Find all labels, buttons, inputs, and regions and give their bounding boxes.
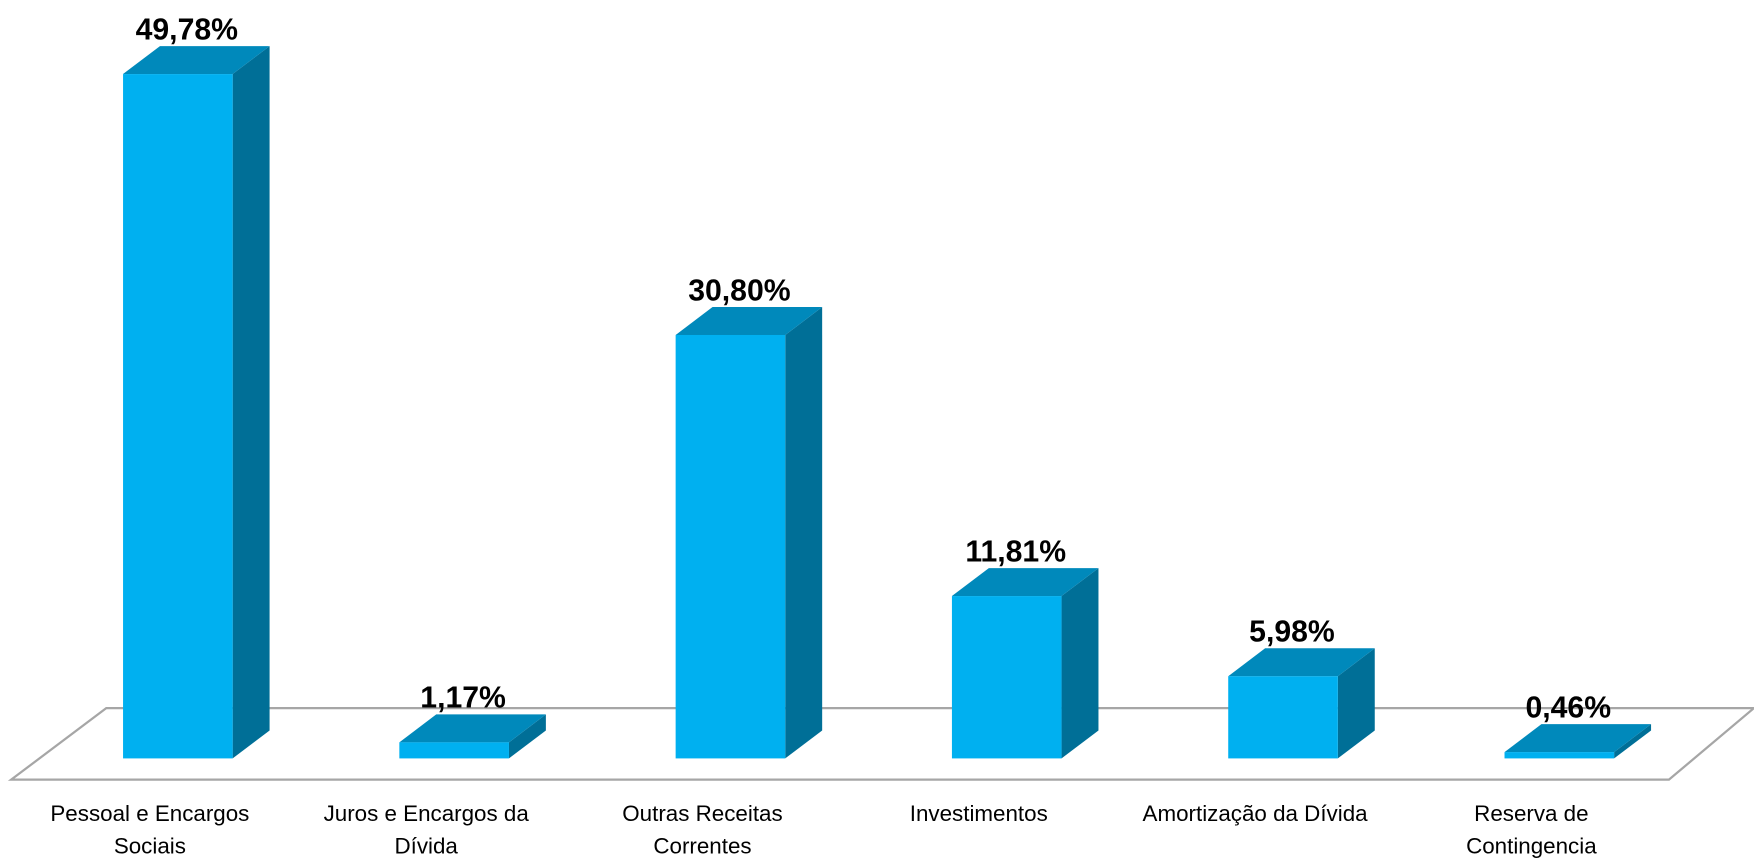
x-tick-label: Amortização da Dívida <box>1142 802 1368 827</box>
bar <box>1504 752 1615 759</box>
bar <box>951 596 1062 759</box>
bar-top <box>951 568 1099 597</box>
value-label: 0,46% <box>1525 691 1611 724</box>
bar-side <box>1614 724 1652 759</box>
bar-top <box>1228 648 1375 677</box>
floor <box>7 706 1754 781</box>
x-tick-label: Outras Receitas Correntes <box>622 802 783 859</box>
bar-side <box>1337 648 1375 759</box>
x-tick-label: Juros e Encargos da Dívida <box>323 802 529 859</box>
bar-side <box>785 307 823 759</box>
bar-side <box>508 714 546 759</box>
value-label: 5,98% <box>1249 616 1335 649</box>
bar-side <box>232 46 270 759</box>
bar <box>399 742 509 759</box>
x-tick-label: Pessoal e Encargos Sociais <box>50 802 250 859</box>
value-label: 1,17% <box>420 682 506 715</box>
value-label: 49,78% <box>136 13 239 46</box>
bar-top <box>675 307 823 335</box>
bar <box>123 74 233 759</box>
bar-top <box>123 46 270 75</box>
bar <box>1228 676 1338 759</box>
value-label: 30,80% <box>688 274 791 307</box>
x-tick-label: Reserva de Contingencia <box>1466 802 1597 859</box>
value-label: 11,81% <box>965 535 1066 568</box>
bar-top <box>1504 724 1652 753</box>
x-tick-label: Investimentos <box>909 802 1048 827</box>
bar <box>675 334 786 759</box>
bar-top <box>399 714 546 743</box>
bar-side <box>1061 568 1099 759</box>
